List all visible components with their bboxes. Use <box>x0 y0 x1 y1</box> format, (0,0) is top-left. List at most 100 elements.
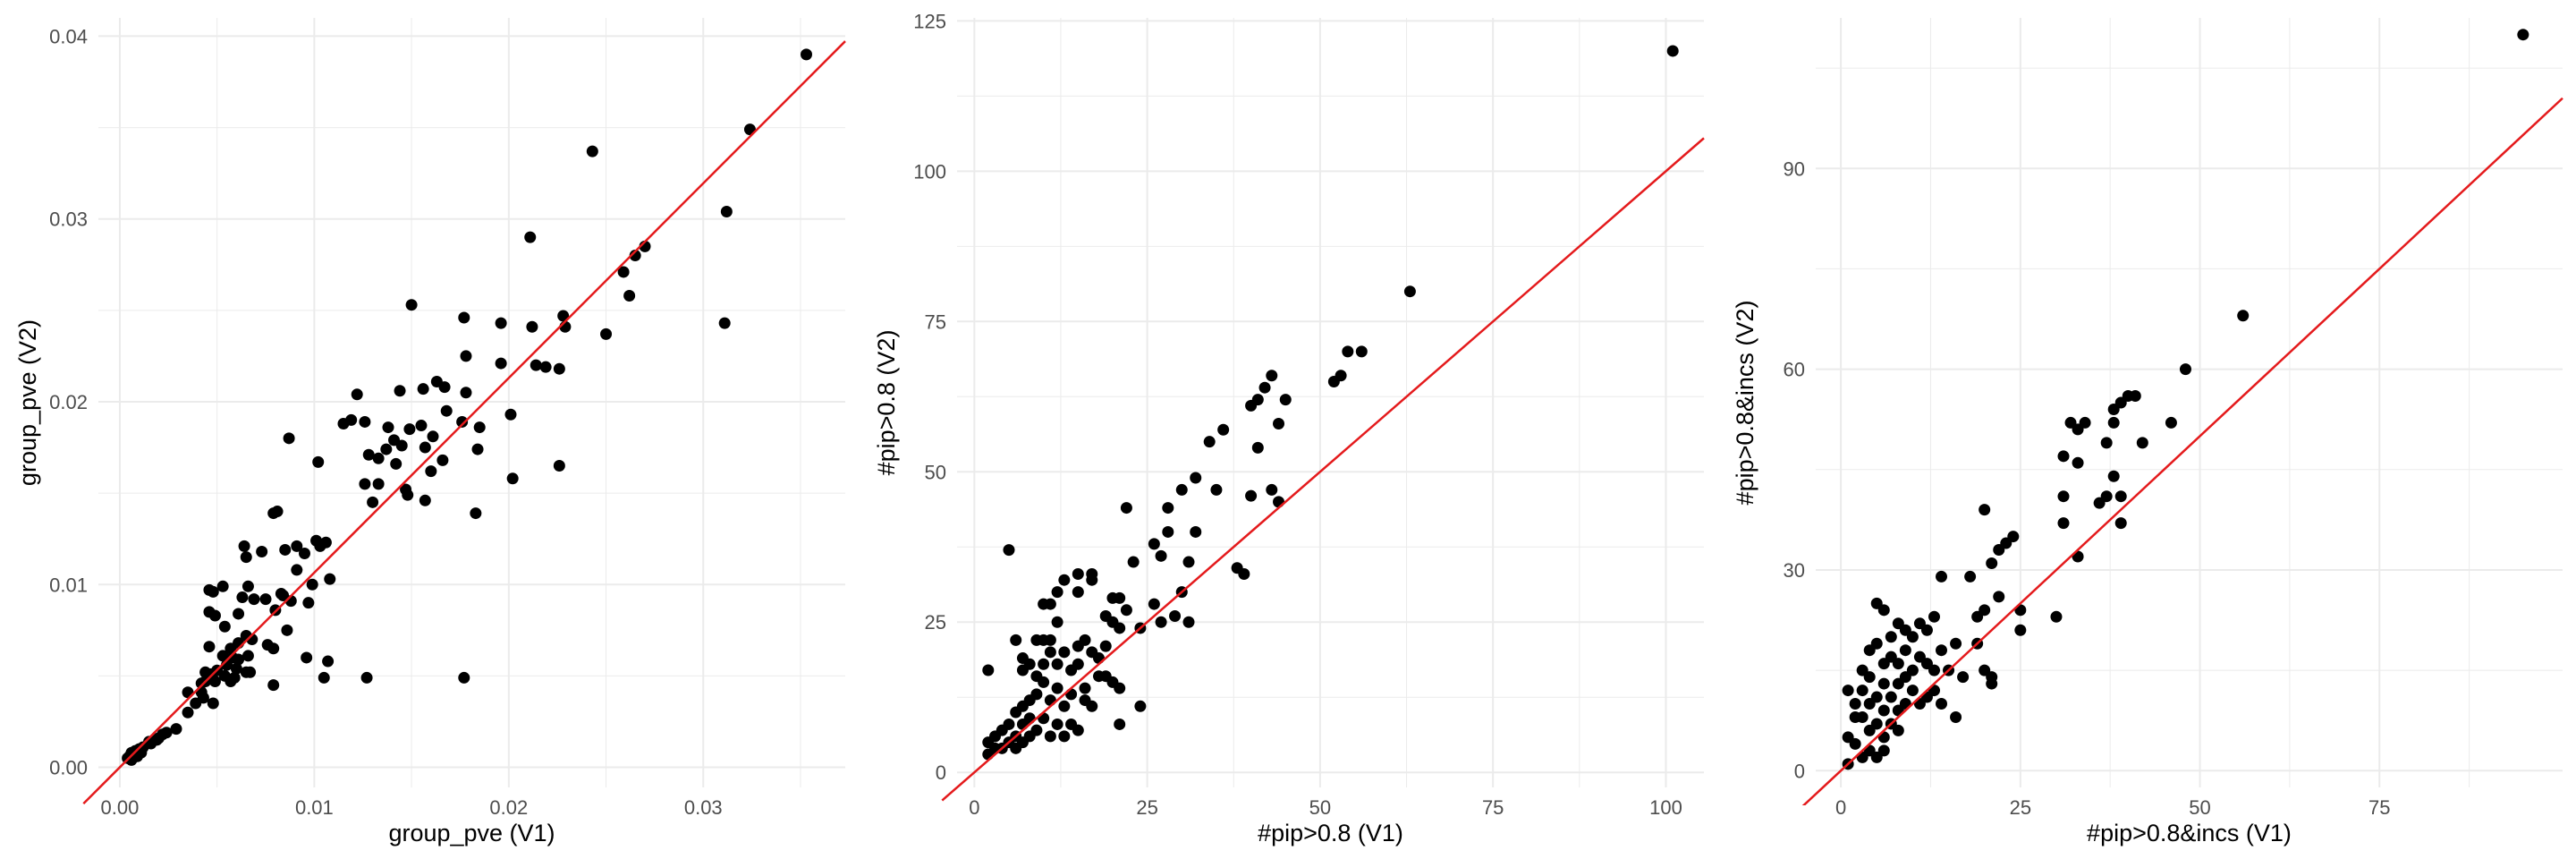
fit-line <box>941 137 1705 802</box>
data-point <box>225 642 237 655</box>
data-point <box>1964 570 1977 583</box>
data-point <box>1885 691 1897 703</box>
y-tick-label: 0.01 <box>49 574 88 596</box>
data-point <box>1863 671 1876 684</box>
data-point <box>629 250 641 262</box>
data-point <box>1175 483 1188 496</box>
data-point <box>557 310 570 322</box>
y-tick-label: 125 <box>913 10 946 32</box>
data-point <box>1016 718 1029 730</box>
data-point <box>1885 631 1897 643</box>
data-point <box>1877 604 1890 617</box>
data-point <box>526 320 538 333</box>
data-point <box>1182 616 1195 628</box>
scatter-svg: 0 25 50 75 0 30 60 90 #pip>0.8&incs (V1) #pip>0.8… <box>1732 18 2563 846</box>
scatter-panel-pip: 0 25 50 75 100 0 25 50 75 100 125 #pip>0.8 (V1) #pip… <box>859 0 1717 859</box>
data-point <box>2100 437 2113 449</box>
data-point <box>2114 490 2127 503</box>
data-point <box>1849 698 1861 710</box>
data-point <box>2093 497 2106 509</box>
data-point <box>1155 549 1167 562</box>
data-point <box>1003 544 1015 557</box>
data-point <box>1099 670 1112 683</box>
scatter-svg: 0 25 50 75 100 0 25 50 75 100 125 #pip>0.8 (V1) #pip… <box>873 10 1705 846</box>
data-point <box>2165 416 2177 429</box>
x-tick-label: 0.02 <box>489 796 528 819</box>
y-tick-label: 0 <box>1794 760 1805 782</box>
data-point <box>207 697 219 710</box>
data-point <box>395 439 408 452</box>
data-point <box>1273 496 1285 508</box>
data-point <box>718 317 731 329</box>
data-point <box>2107 403 2120 415</box>
data-point <box>337 417 350 430</box>
data-point <box>1906 685 1919 697</box>
data-point <box>1928 610 1940 623</box>
x-tick-label: 50 <box>1309 796 1331 819</box>
data-point <box>216 650 229 662</box>
data-point <box>1856 685 1868 697</box>
grid <box>1816 18 2563 787</box>
y-tick-label: 50 <box>925 461 946 483</box>
data-point <box>1258 381 1271 394</box>
data-point <box>1148 538 1160 550</box>
data-point <box>1182 556 1195 568</box>
data-point <box>460 350 472 362</box>
data-point <box>1058 700 1071 712</box>
data-point <box>1051 682 1063 694</box>
y-tick-label: 25 <box>925 611 946 634</box>
data-point <box>1058 646 1071 659</box>
data-point <box>553 459 565 472</box>
data-point <box>1906 664 1919 676</box>
data-point <box>1273 418 1285 430</box>
data-point <box>1355 345 1368 358</box>
data-point <box>267 679 280 692</box>
data-point <box>1266 483 1278 496</box>
data-point <box>267 507 280 520</box>
data-point <box>1072 658 1084 670</box>
data-point <box>2179 363 2191 376</box>
data-point <box>1993 591 2005 603</box>
data-point <box>1993 544 2005 557</box>
data-point <box>1210 483 1223 496</box>
data-point <box>1899 644 1911 657</box>
data-point <box>182 706 194 719</box>
data-point <box>359 478 371 490</box>
data-point <box>1016 664 1029 676</box>
data-point <box>256 545 268 557</box>
data-point <box>1114 682 1126 694</box>
data-point <box>1877 658 1890 670</box>
data-point <box>1986 677 1998 690</box>
data-point <box>1162 525 1174 538</box>
data-point <box>1979 504 1991 516</box>
y-axis-title: #pip>0.8 (V2) <box>873 330 900 476</box>
y-tick-label: 90 <box>1784 157 1805 180</box>
y-tick-label: 0.03 <box>49 208 88 231</box>
data-point <box>281 624 293 636</box>
data-point <box>1169 610 1182 623</box>
data-point <box>1058 730 1071 743</box>
data-point <box>1190 472 1202 484</box>
data-point <box>240 551 252 564</box>
data-point <box>1120 604 1132 617</box>
data-point <box>1079 682 1091 694</box>
data-point <box>1044 634 1056 646</box>
data-point <box>982 736 995 749</box>
data-point <box>230 662 242 675</box>
data-point <box>1936 644 1948 657</box>
data-point <box>2014 624 2027 636</box>
data-point <box>460 387 472 399</box>
data-point <box>586 145 598 157</box>
points-group <box>982 45 1679 761</box>
data-point <box>1114 718 1126 730</box>
data-point <box>1266 370 1278 382</box>
data-point <box>372 452 385 464</box>
y-tick-label: 100 <box>913 160 946 183</box>
data-point <box>242 650 254 662</box>
data-point <box>1906 631 1919 643</box>
points-group <box>122 48 813 766</box>
data-point <box>208 676 221 688</box>
data-point <box>218 620 231 633</box>
data-point <box>360 671 373 684</box>
data-point <box>1238 567 1250 580</box>
